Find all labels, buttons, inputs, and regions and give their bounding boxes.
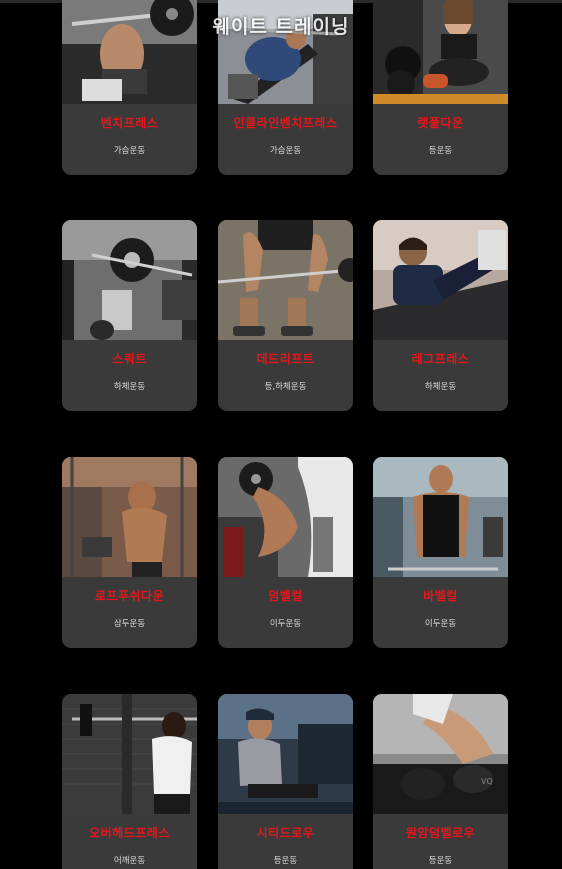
exercise-title: 덤벨컬: [268, 589, 303, 603]
exercise-title: 스쿼트: [112, 352, 147, 366]
page-heading: 웨이트 트레이닝: [212, 16, 350, 38]
exercise-card-bench-press[interactable]: 벤치프레스 가슴운동: [62, 0, 197, 175]
exercise-title: 랫풀다운: [417, 116, 464, 130]
incline-bench-press-photo: [218, 0, 353, 104]
svg-text:VQ: VQ: [481, 777, 493, 786]
exercise-title: 시티드로우: [256, 826, 315, 840]
exercise-category: 이두운동: [424, 619, 457, 629]
exercise-title: 원암덤벨로우: [405, 826, 476, 840]
exercise-title: 인클라인벤치프레스: [233, 116, 338, 130]
one-arm-dumbbell-row-photo: VQ: [373, 694, 508, 814]
exercise-card-incline-bench-press[interactable]: 인클라인벤치프레스 가슴운동: [218, 0, 353, 175]
exercise-card-overhead-press[interactable]: 오버헤드프레스 어깨운동: [62, 694, 197, 869]
exercise-card-one-arm-dumbbell-row[interactable]: VQ 원암덤벨로우 등운동: [373, 694, 508, 869]
exercise-category: 등운동: [428, 146, 453, 156]
squat-photo: [62, 220, 197, 340]
exercise-category: 등운동: [273, 856, 298, 866]
exercise-card-dumbbell-curl[interactable]: 덤벨컬 이두운동: [218, 457, 353, 648]
exercise-title: 오버헤드프레스: [89, 826, 170, 840]
exercise-title: 벤치프레스: [100, 116, 159, 130]
exercise-category: 등운동: [428, 856, 453, 866]
exercise-card-leg-press[interactable]: 레그프레스 하체운동: [373, 220, 508, 411]
lat-pulldown-photo: [373, 0, 508, 104]
exercise-category: 등,하체운동: [264, 382, 307, 392]
exercise-card-deadlift[interactable]: 데드리프트 등,하체운동: [218, 220, 353, 411]
rope-pushdown-photo: [62, 457, 197, 577]
exercise-category: 하체운동: [113, 382, 146, 392]
exercise-category: 어깨운동: [113, 856, 146, 866]
exercise-category: 삼두운동: [113, 619, 146, 629]
bench-press-photo: [62, 0, 197, 104]
exercise-title: 레그프레스: [411, 352, 470, 366]
exercise-category: 가슴운동: [113, 146, 146, 156]
exercise-card-seated-row[interactable]: 시티드로우 등운동: [218, 694, 353, 869]
deadlift-photo: [218, 220, 353, 340]
exercise-category: 이두운동: [269, 619, 302, 629]
overhead-press-photo: [62, 694, 197, 814]
exercise-category: 하체운동: [424, 382, 457, 392]
dumbbell-curl-photo: [218, 457, 353, 577]
exercise-title: 바벨컬: [423, 589, 458, 603]
exercise-title: 로프푸쉬다운: [94, 589, 165, 603]
barbell-curl-photo: [373, 457, 508, 577]
exercise-title: 데드리프트: [256, 352, 315, 366]
exercise-card-lat-pulldown[interactable]: 랫풀다운 등운동: [373, 0, 508, 175]
exercise-card-rope-pushdown[interactable]: 로프푸쉬다운 삼두운동: [62, 457, 197, 648]
exercise-card-barbell-curl[interactable]: 바벨컬 이두운동: [373, 457, 508, 648]
seated-row-photo: [218, 694, 353, 814]
leg-press-photo: [373, 220, 508, 340]
exercise-category: 가슴운동: [269, 146, 302, 156]
exercise-card-squat[interactable]: 스쿼트 하체운동: [62, 220, 197, 411]
